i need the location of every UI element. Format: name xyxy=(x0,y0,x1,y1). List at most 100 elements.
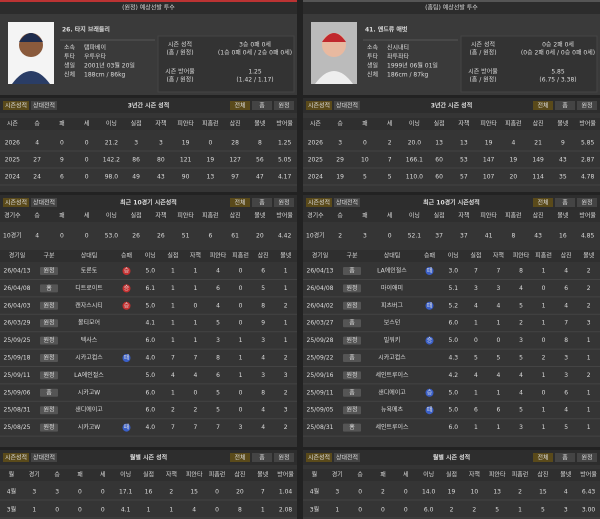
tab-label[interactable]: 상대전적 xyxy=(33,102,55,110)
filter-label[interactable]: 원정 xyxy=(278,454,289,462)
tab[interactable] xyxy=(306,453,332,462)
tab[interactable] xyxy=(306,101,332,110)
cell: 21.2 xyxy=(105,140,119,147)
filter-label[interactable]: 홈 xyxy=(259,454,265,462)
section-title: 월별 시즌 성적 xyxy=(130,454,167,462)
cell: 홈 xyxy=(349,267,355,275)
tab-label[interactable]: 상대전적 xyxy=(33,199,55,207)
filter-label[interactable]: 원정 xyxy=(581,102,592,110)
cell: 60 xyxy=(435,174,443,181)
filter-button[interactable] xyxy=(577,101,597,110)
cell: 4.2 xyxy=(449,372,459,379)
tab[interactable] xyxy=(3,198,29,207)
filter-button[interactable] xyxy=(577,453,597,462)
cell: 3 xyxy=(564,372,568,379)
filter-label[interactable]: 원정 xyxy=(278,199,289,207)
cell: 4 xyxy=(194,372,198,379)
tab-label[interactable]: 상대전적 xyxy=(336,102,358,110)
column-header: 패 xyxy=(362,120,368,128)
tab-label[interactable]: 시즌성적 xyxy=(308,199,330,207)
filter-label[interactable]: 홈 xyxy=(259,199,265,207)
tab[interactable] xyxy=(31,101,57,110)
filter-label[interactable]: 원정 xyxy=(581,454,592,462)
filter-button[interactable] xyxy=(252,198,272,207)
cell: 25/09/18 xyxy=(4,355,31,362)
filter-button[interactable] xyxy=(577,198,597,207)
filter-label[interactable]: 전체 xyxy=(537,102,548,110)
tab[interactable] xyxy=(3,453,29,462)
tab-label[interactable]: 시즌성적 xyxy=(308,454,330,462)
info-value: 신시내티 xyxy=(387,44,409,52)
info-value: 2001년 03월 20일 xyxy=(84,62,135,70)
tab-label[interactable]: 시즌성적 xyxy=(5,199,27,207)
cell: 19 xyxy=(336,174,344,181)
cell: 25/08/31 xyxy=(307,424,334,431)
filter-button[interactable] xyxy=(274,101,294,110)
filter-button[interactable] xyxy=(555,453,575,462)
result-badge xyxy=(425,388,434,397)
filter-label[interactable]: 원정 xyxy=(581,199,592,207)
cell: 원정 xyxy=(43,423,54,431)
player-body xyxy=(12,71,50,84)
result-badge xyxy=(425,406,434,415)
cell: 2 xyxy=(450,507,454,514)
filter-button[interactable] xyxy=(274,453,294,462)
tab[interactable] xyxy=(334,101,360,110)
cell: 원정 xyxy=(43,319,54,327)
tab-label[interactable]: 상대전적 xyxy=(336,454,358,462)
tab[interactable] xyxy=(306,198,332,207)
cell: 1 xyxy=(587,389,591,396)
tab-label[interactable]: 상대전적 xyxy=(336,199,358,207)
filter-label[interactable]: 원정 xyxy=(278,102,289,110)
filter-button[interactable] xyxy=(274,198,294,207)
filter-label[interactable]: 홈 xyxy=(562,102,568,110)
tab[interactable] xyxy=(3,101,29,110)
cell: 57 xyxy=(460,174,468,181)
filter-label[interactable]: 홈 xyxy=(562,199,568,207)
info-key: 소속 xyxy=(64,44,76,52)
table-header-bg xyxy=(0,210,297,222)
column-header: 승패 xyxy=(424,252,435,260)
filter-label[interactable]: 전체 xyxy=(234,199,245,207)
cell: 5 xyxy=(216,407,220,414)
filter-label[interactable]: 홈 xyxy=(259,102,265,110)
cell: 3.0 xyxy=(449,268,459,275)
filter-button[interactable] xyxy=(230,198,250,207)
cell: 7 xyxy=(388,157,392,164)
cell: 4.85 xyxy=(581,233,595,240)
tab[interactable] xyxy=(334,453,360,462)
tab-label[interactable]: 시즌성적 xyxy=(5,454,27,462)
filter-button[interactable] xyxy=(230,101,250,110)
cell: 17.1 xyxy=(119,489,133,496)
filter-label[interactable]: 전체 xyxy=(537,454,548,462)
tab[interactable] xyxy=(334,198,360,207)
filter-button[interactable] xyxy=(533,453,553,462)
tab-label[interactable]: 시즌성적 xyxy=(308,102,330,110)
cell: 0 xyxy=(215,507,219,514)
tab[interactable] xyxy=(31,198,57,207)
filter-label[interactable]: 홈 xyxy=(562,454,568,462)
filter-button[interactable] xyxy=(230,453,250,462)
filter-label[interactable]: 전체 xyxy=(234,454,245,462)
tab-label[interactable]: 상대전적 xyxy=(33,454,55,462)
cell: 15 xyxy=(539,489,547,496)
filter-button[interactable] xyxy=(555,101,575,110)
cell: 1 xyxy=(171,285,175,292)
filter-button[interactable] xyxy=(252,101,272,110)
tab[interactable] xyxy=(31,453,57,462)
filter-button[interactable] xyxy=(555,198,575,207)
cell: 25/09/06 xyxy=(4,389,31,396)
result-label: 패 xyxy=(427,301,433,309)
filter-label[interactable]: 전체 xyxy=(537,199,548,207)
cell: 8 xyxy=(258,140,262,147)
cell: 홈 xyxy=(46,388,52,396)
filter-label[interactable]: 전체 xyxy=(234,102,245,110)
type-badge xyxy=(343,267,361,275)
tab-label[interactable]: 시즌성적 xyxy=(5,102,27,110)
filter-button[interactable] xyxy=(533,101,553,110)
cell: 4 xyxy=(261,407,265,414)
filter-button[interactable] xyxy=(252,453,272,462)
cell: 97 xyxy=(231,174,239,181)
info-key: 투타 xyxy=(367,53,379,61)
filter-button[interactable] xyxy=(533,198,553,207)
